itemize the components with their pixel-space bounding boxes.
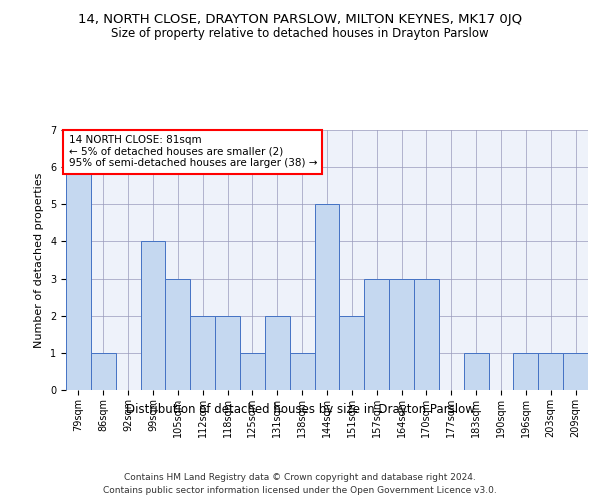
Text: Contains public sector information licensed under the Open Government Licence v3: Contains public sector information licen… (103, 486, 497, 495)
Text: Contains HM Land Registry data © Crown copyright and database right 2024.: Contains HM Land Registry data © Crown c… (124, 472, 476, 482)
Bar (215, 316, 240, 390)
Text: Distribution of detached houses by size in Drayton Parslow: Distribution of detached houses by size … (125, 402, 475, 415)
Text: 14 NORTH CLOSE: 81sqm
← 5% of detached houses are smaller (2)
95% of semi-detach: 14 NORTH CLOSE: 81sqm ← 5% of detached h… (68, 135, 317, 168)
Bar (563, 353, 588, 390)
Bar (240, 353, 265, 390)
Bar (414, 278, 439, 390)
Text: Size of property relative to detached houses in Drayton Parslow: Size of property relative to detached ho… (111, 28, 489, 40)
Bar (290, 353, 314, 390)
Bar (140, 242, 166, 390)
Bar (538, 353, 563, 390)
Bar (166, 278, 190, 390)
Bar (66, 167, 91, 390)
Bar (314, 204, 340, 390)
Bar (364, 278, 389, 390)
Bar (340, 316, 364, 390)
Bar (91, 353, 116, 390)
Bar (514, 353, 538, 390)
Bar (464, 353, 488, 390)
Bar (389, 278, 414, 390)
Text: 14, NORTH CLOSE, DRAYTON PARSLOW, MILTON KEYNES, MK17 0JQ: 14, NORTH CLOSE, DRAYTON PARSLOW, MILTON… (78, 12, 522, 26)
Y-axis label: Number of detached properties: Number of detached properties (34, 172, 44, 348)
Bar (190, 316, 215, 390)
Bar (265, 316, 290, 390)
